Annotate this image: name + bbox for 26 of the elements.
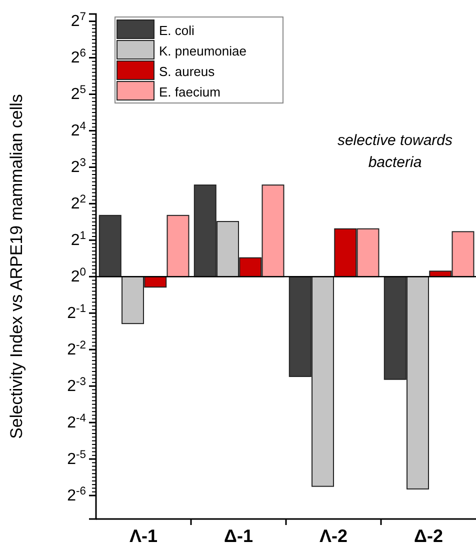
y-tick-label: 2$^{-5}$ (67, 448, 86, 468)
y-tick-label: 2$^{3}$ (70, 157, 86, 176)
y-tick-label: 2$^{4}$ (70, 120, 86, 140)
y-tick-label: 2$^{-1}$ (67, 302, 86, 322)
x-tick-label: Λ-1 (129, 526, 158, 546)
bar (166, 214, 190, 278)
legend-label: E. faecium (159, 84, 220, 100)
y-tick-label: 2$^{0}$ (70, 266, 86, 286)
y-tick-label: 2$^{2}$ (70, 193, 86, 212)
x-tick-label: Λ-2 (319, 526, 348, 546)
y-tick-label: 2$^{-2}$ (67, 339, 86, 358)
bar (98, 214, 122, 278)
x-tick-label: Δ-2 (414, 526, 443, 546)
y-tick-label: 2$^{7}$ (70, 11, 86, 30)
legend-label: K. pneumoniae (159, 43, 246, 58)
y-tick-label: 2$^{5}$ (70, 84, 86, 104)
y-tick-label: 2$^{-4}$ (67, 412, 86, 432)
legend-label: S. aureus (159, 64, 216, 79)
annotation: selective towards bacteria (337, 132, 454, 171)
legend-label: E. coli (159, 22, 195, 38)
y-tick-label: 2$^{-6}$ (67, 485, 86, 504)
x-tick-label: Δ-1 (224, 526, 253, 546)
y-axis-title: Selectivity Index vs ARPE19 mammalian cells (7, 94, 26, 439)
y-tick-label: 2$^{-3}$ (67, 376, 86, 395)
y-tick-label: 2$^{1}$ (70, 230, 86, 249)
y-tick-label: 2$^{6}$ (70, 48, 86, 67)
